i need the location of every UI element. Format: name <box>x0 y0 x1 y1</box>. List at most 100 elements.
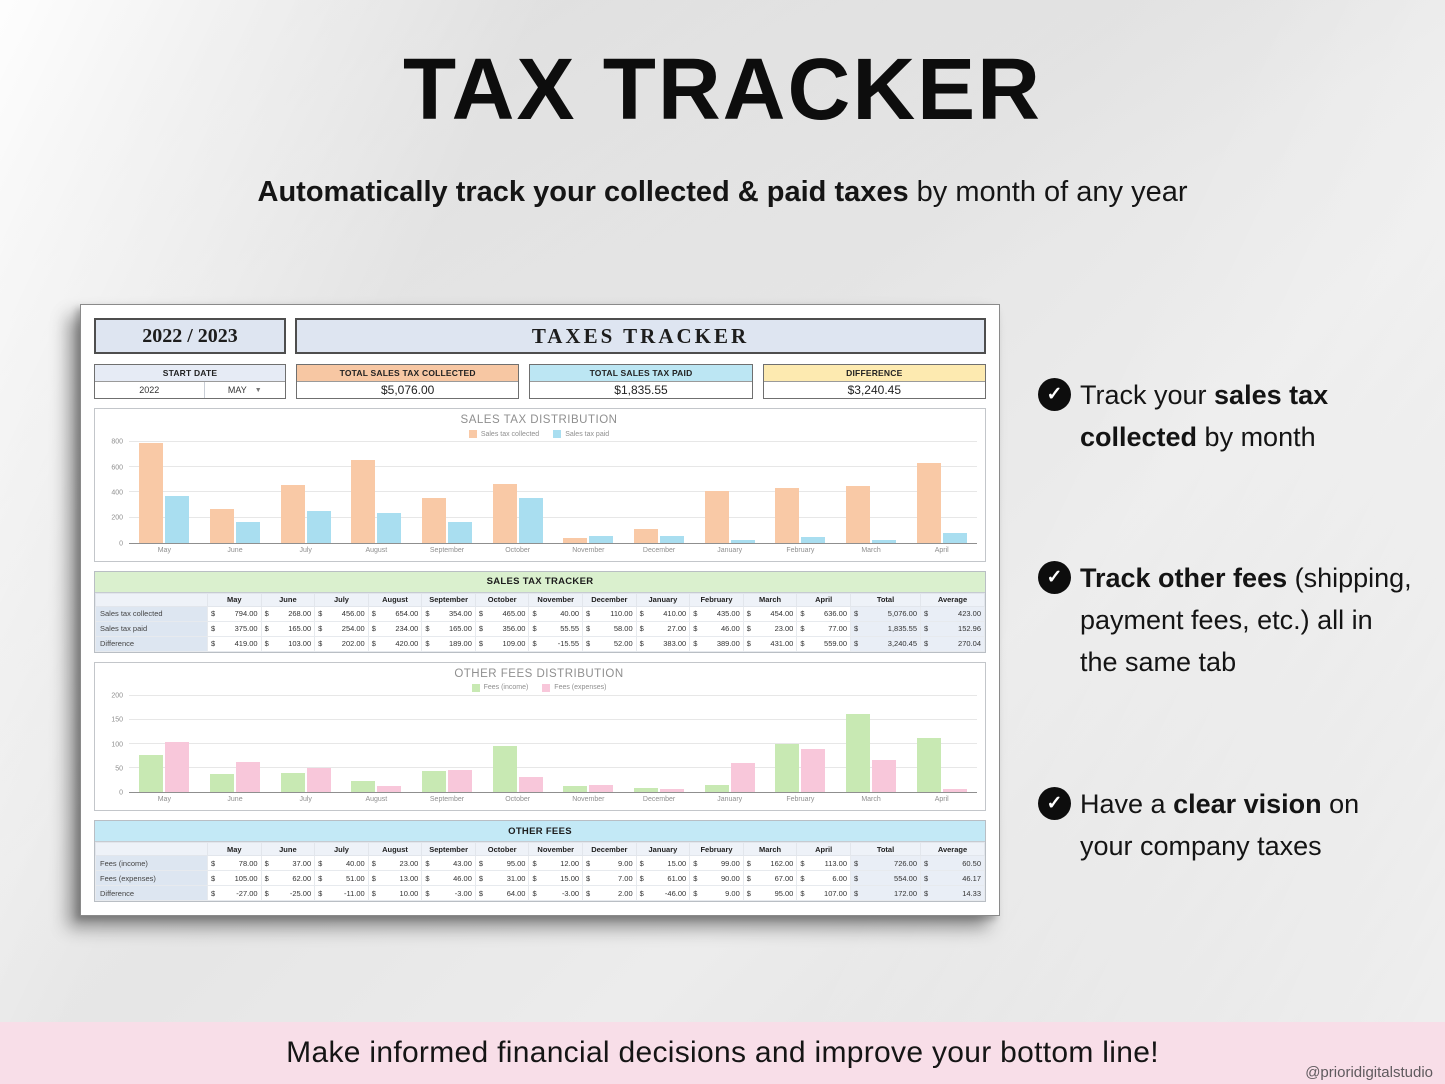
row-label: Difference <box>95 885 208 902</box>
currency-symbol: $ <box>639 888 644 898</box>
bar-group <box>765 442 836 543</box>
bar-group <box>129 442 200 543</box>
y-tick-label: 200 <box>111 692 123 700</box>
cell-value: 64.00 <box>506 888 526 898</box>
currency-symbol: $ <box>318 639 323 649</box>
subtitle-rest: by month of any year <box>908 176 1188 208</box>
currency-symbol: $ <box>854 609 859 619</box>
column-header: August <box>367 842 423 857</box>
currency-symbol: $ <box>800 873 805 883</box>
bar-group <box>341 442 412 543</box>
currency-symbol: $ <box>478 873 484 883</box>
cell-content: $ -3.00 <box>425 889 472 898</box>
bar-sales-tax-paid-october <box>518 498 543 543</box>
cell-content: $165.00 <box>425 624 472 633</box>
cell-content: $62.00 <box>265 874 312 883</box>
table-cell: $109.00 <box>474 635 530 652</box>
table-cell: $6.00 <box>796 870 851 887</box>
cell-value: 554.00 <box>894 873 917 883</box>
currency-symbol: $ <box>800 639 805 649</box>
currency-symbol: $ <box>478 888 484 898</box>
table-cell: $234.00 <box>367 620 423 637</box>
cell-value: 234.00 <box>395 624 419 634</box>
x-tick-label: October <box>505 546 531 554</box>
cell-content: $6.00 <box>800 874 847 883</box>
cell-content: $654.00 <box>372 609 419 618</box>
bar-group <box>694 696 765 793</box>
currency-symbol: $ <box>318 888 323 898</box>
cell-content: $14.33 <box>924 889 981 898</box>
bullet-bold: Track other fees <box>1080 563 1288 593</box>
cell-content: $58.00 <box>586 624 633 633</box>
x-tick-label: January <box>717 546 743 554</box>
legend-item: Fees (income) <box>471 683 528 692</box>
start-month-value: MAY <box>227 385 247 396</box>
table-row: Fees (expenses) $105.00 $62.00 $51.00 $13.00… <box>95 870 985 887</box>
table-cell: $40.00 <box>314 855 369 872</box>
x-tick-label: December <box>642 546 676 554</box>
cell-value: 454.00 <box>770 609 794 619</box>
y-tick-label: 400 <box>111 489 123 497</box>
y-axis: 0 200 400 600 800 <box>101 439 129 548</box>
gridline <box>129 694 977 696</box>
column-header: June <box>260 592 316 607</box>
bullet-post: on your company taxes <box>1080 789 1360 862</box>
cell-value: 3,240.45 <box>887 639 917 649</box>
table-cell: $ -3.00 <box>528 885 584 902</box>
column-header: December <box>582 842 637 857</box>
table-cell: $37.00 <box>260 855 316 872</box>
column-header: January <box>635 842 691 857</box>
cell-content: $383.00 <box>640 639 687 648</box>
table-cell: $254.00 <box>314 620 369 637</box>
currency-symbol: $ <box>318 609 323 619</box>
currency-symbol: $ <box>371 639 376 649</box>
table-cell: $64.00 <box>474 885 530 902</box>
bar-sales-tax-paid-december <box>660 535 685 543</box>
cell-content: $51.00 <box>318 874 365 883</box>
bar-group <box>906 696 977 793</box>
column-header: Total <box>850 592 921 607</box>
table-cell: $62.00 <box>260 870 316 887</box>
table-cell: $27.00 <box>635 620 691 637</box>
cell-content: $410.00 <box>640 609 687 618</box>
cell-content: $554.00 <box>854 874 917 883</box>
table-cell: $10.00 <box>367 885 423 902</box>
bar-fees-income--august <box>351 780 376 793</box>
currency-symbol: $ <box>478 858 484 868</box>
currency-symbol: $ <box>371 858 376 868</box>
bar-fees-income--july <box>280 772 305 793</box>
cell-content: $423.00 <box>924 609 981 618</box>
cell-value: 40.00 <box>345 858 365 868</box>
currency-symbol: $ <box>371 888 376 898</box>
cell-value: 172.00 <box>894 888 917 898</box>
table-cell: $23.00 <box>742 620 798 637</box>
currency-symbol: $ <box>425 888 430 898</box>
cell-value: 103.00 <box>288 639 312 649</box>
y-tick-label: 0 <box>119 540 123 548</box>
cell-value: 12.00 <box>560 858 580 868</box>
bar-group <box>836 442 907 543</box>
cell-value: 270.04 <box>958 639 981 649</box>
x-tick-label: June <box>227 546 243 554</box>
other-fees-table: OTHER FEES May June July August September Oct… <box>94 820 986 903</box>
legend-swatch <box>542 683 551 692</box>
spreadsheet-screenshot: 2022 / 2023 TAXES TRACKER START DATE 202… <box>80 304 1000 916</box>
cell-value: 2.00 <box>618 888 633 898</box>
bar-sales-tax-collected-january <box>704 491 729 543</box>
x-tick-label: February <box>786 546 815 554</box>
cell-content: $559.00 <box>800 639 847 648</box>
bar-fees-expenses--february <box>801 748 826 793</box>
bar-group <box>200 696 271 793</box>
column-header: March <box>742 592 798 607</box>
difference-label: DIFFERENCE <box>763 365 985 382</box>
start-month-dropdown[interactable]: MAY ▼ <box>205 382 285 398</box>
cell-content: $95.00 <box>479 859 526 868</box>
cell-value: 431.00 <box>770 639 794 649</box>
column-header: October <box>474 842 530 857</box>
gridline <box>129 441 977 442</box>
legend-item: Sales tax collected <box>468 430 539 438</box>
currency-symbol: $ <box>800 609 805 619</box>
bar-group <box>906 442 977 543</box>
cell-value: 165.00 <box>288 624 312 634</box>
cell-content: $389.00 <box>693 639 740 648</box>
